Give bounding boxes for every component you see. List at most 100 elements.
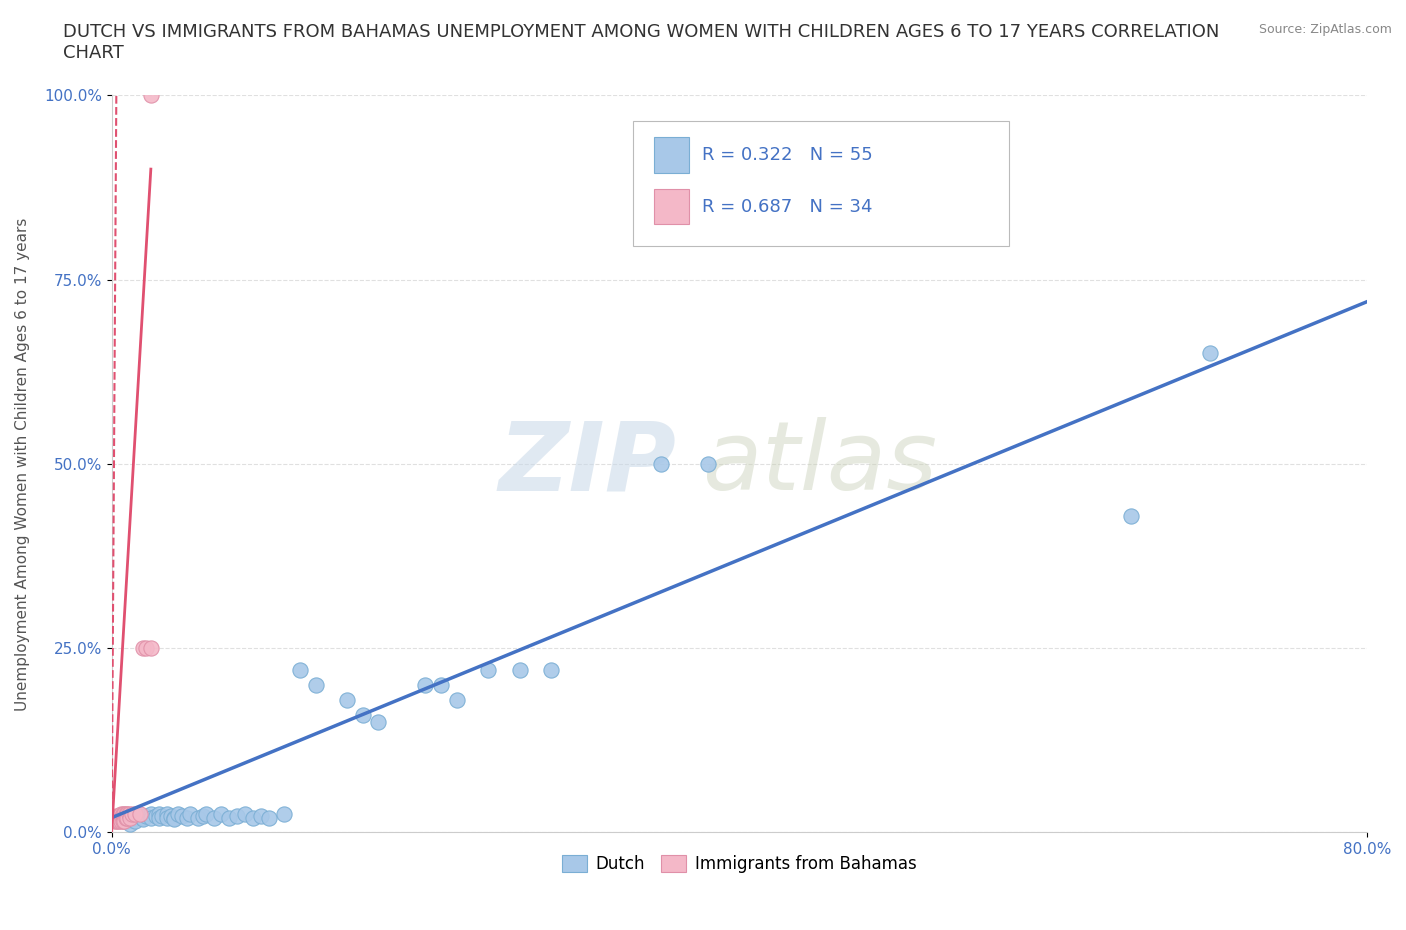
Bar xyxy=(654,138,689,173)
Point xyxy=(233,806,256,821)
Point xyxy=(108,810,131,825)
Point xyxy=(124,806,146,821)
FancyBboxPatch shape xyxy=(633,121,1010,246)
Text: Source: ZipAtlas.com: Source: ZipAtlas.com xyxy=(1258,23,1392,36)
Point xyxy=(202,810,225,825)
Point xyxy=(121,806,143,821)
Y-axis label: Unemployment Among Women with Children Ages 6 to 17 years: Unemployment Among Women with Children A… xyxy=(15,218,30,711)
Point xyxy=(107,809,129,824)
Point xyxy=(108,812,131,827)
Point xyxy=(111,810,134,825)
Point xyxy=(242,810,264,825)
Point xyxy=(104,812,127,827)
Point xyxy=(105,814,128,829)
Point xyxy=(160,809,183,824)
Point xyxy=(112,814,135,829)
Point xyxy=(273,806,295,821)
Point xyxy=(367,714,389,729)
Point xyxy=(257,810,280,825)
Point xyxy=(179,806,201,821)
Point xyxy=(139,810,162,825)
Point xyxy=(1121,508,1143,523)
Point xyxy=(148,810,170,825)
Point xyxy=(112,806,135,821)
Point xyxy=(336,692,359,707)
Point xyxy=(155,810,177,825)
Point xyxy=(540,663,562,678)
Point xyxy=(110,814,132,829)
Text: atlas: atlas xyxy=(702,418,936,511)
Point xyxy=(148,806,170,821)
Point xyxy=(139,641,162,656)
Point xyxy=(135,641,157,656)
Point xyxy=(139,88,162,103)
Point xyxy=(108,812,131,827)
Point xyxy=(176,810,198,825)
Point xyxy=(111,814,134,829)
Point xyxy=(155,806,177,821)
Point xyxy=(108,814,131,829)
Point xyxy=(120,810,142,825)
Point xyxy=(166,806,188,821)
Text: R = 0.687   N = 34: R = 0.687 N = 34 xyxy=(702,198,872,216)
Point xyxy=(509,663,531,678)
Point xyxy=(446,692,468,707)
Point xyxy=(187,810,209,825)
Point xyxy=(135,809,157,824)
Point xyxy=(111,806,134,821)
Point xyxy=(132,810,155,825)
Text: ZIP: ZIP xyxy=(499,418,676,511)
Point xyxy=(145,809,167,824)
Legend: Dutch, Immigrants from Bahamas: Dutch, Immigrants from Bahamas xyxy=(555,848,924,880)
Text: DUTCH VS IMMIGRANTS FROM BAHAMAS UNEMPLOYMENT AMONG WOMEN WITH CHILDREN AGES 6 T: DUTCH VS IMMIGRANTS FROM BAHAMAS UNEMPLO… xyxy=(63,23,1219,62)
Point xyxy=(110,810,132,825)
Point xyxy=(288,663,311,678)
Point xyxy=(105,809,128,824)
Point xyxy=(112,810,135,825)
Point xyxy=(132,812,155,827)
Point xyxy=(209,806,232,821)
Point xyxy=(124,810,146,825)
Point xyxy=(226,809,249,824)
Point xyxy=(110,806,132,821)
Text: R = 0.322   N = 55: R = 0.322 N = 55 xyxy=(702,146,872,164)
Point xyxy=(1199,346,1222,361)
Point xyxy=(163,810,186,825)
Point xyxy=(108,809,131,824)
Point xyxy=(104,814,127,829)
Point xyxy=(696,457,718,472)
Point xyxy=(430,678,453,693)
Point xyxy=(352,707,374,722)
Point xyxy=(112,814,135,829)
Point xyxy=(120,812,142,827)
Point xyxy=(304,678,326,693)
Point xyxy=(191,809,214,824)
Point xyxy=(128,806,150,821)
Point xyxy=(132,641,155,656)
Point xyxy=(128,809,150,824)
Point xyxy=(114,806,136,821)
Point xyxy=(114,810,136,825)
Point xyxy=(117,814,139,829)
Point xyxy=(117,810,139,825)
Point xyxy=(118,806,141,821)
Point xyxy=(139,806,162,821)
Point xyxy=(218,810,240,825)
Point xyxy=(104,810,127,825)
Point xyxy=(107,814,129,829)
Point xyxy=(150,809,173,824)
Point xyxy=(117,810,139,825)
Point xyxy=(194,806,217,821)
Point xyxy=(120,817,142,831)
Point xyxy=(124,814,146,829)
Point xyxy=(107,812,129,827)
Point xyxy=(172,809,194,824)
Point xyxy=(249,809,271,824)
Point xyxy=(415,678,437,693)
Point xyxy=(163,812,186,827)
Bar xyxy=(654,189,689,224)
Point xyxy=(117,806,139,821)
Point xyxy=(650,457,672,472)
Point xyxy=(105,812,128,827)
Point xyxy=(477,663,499,678)
